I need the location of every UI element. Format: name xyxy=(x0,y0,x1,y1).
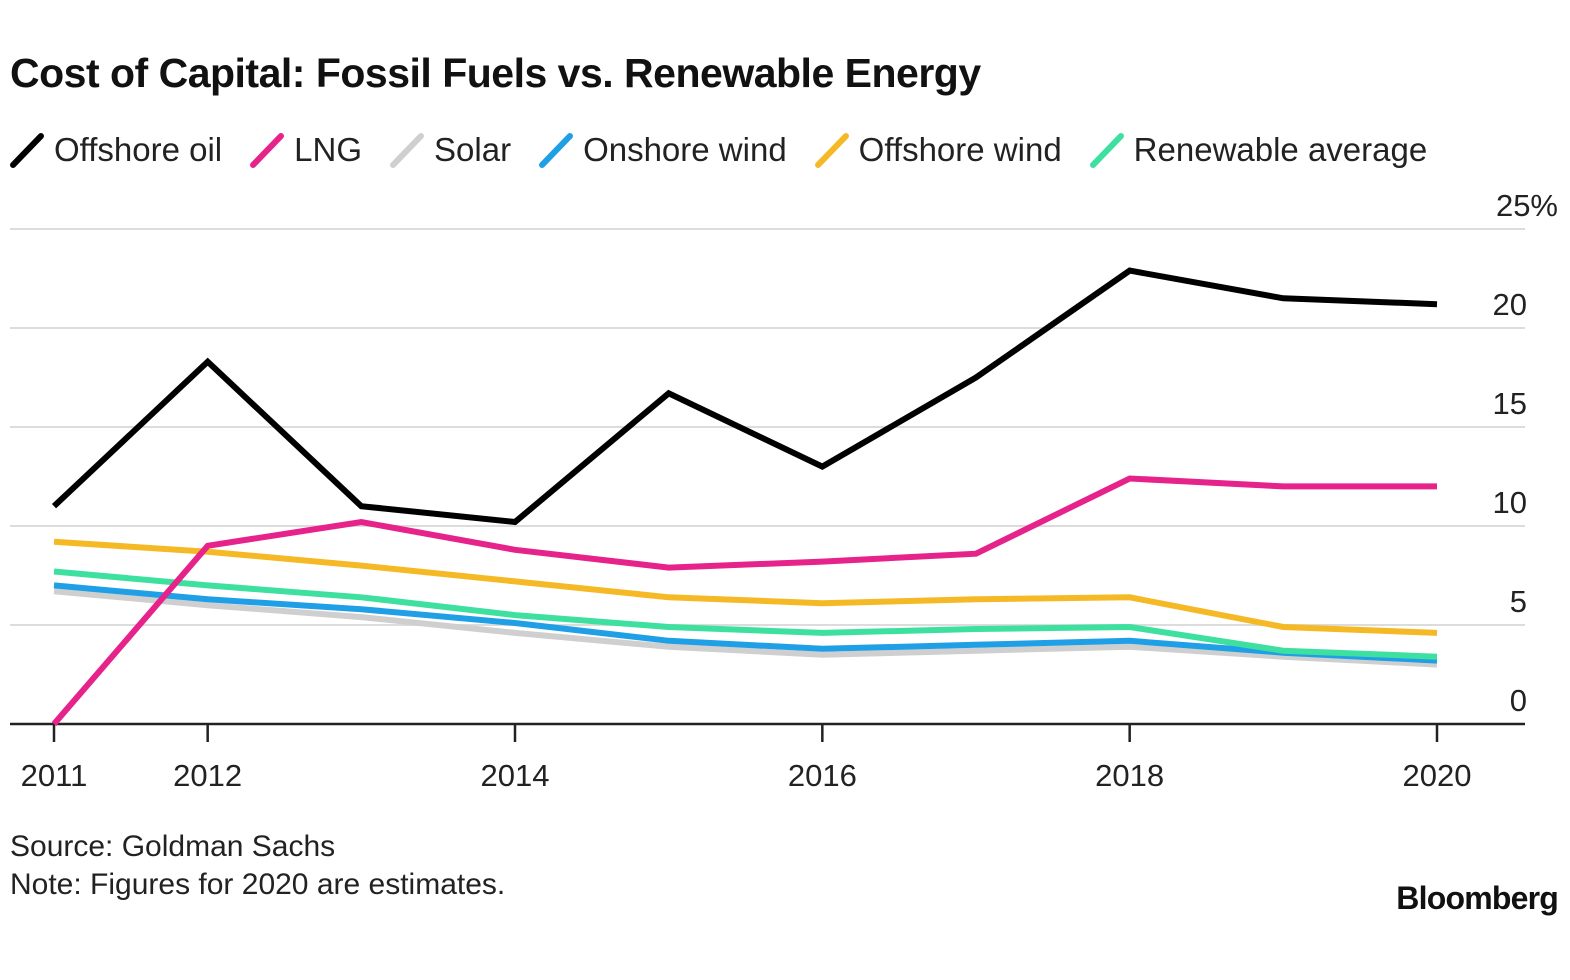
legend-label-renewable-average: Renewable average xyxy=(1133,131,1428,168)
y-tick-label-25: 25% xyxy=(1496,188,1558,223)
y-tick-label-15: 15 xyxy=(1493,386,1527,421)
legend-item-offshore-oil: Offshore oil xyxy=(10,130,222,170)
series-line-onshore-wind xyxy=(53,582,1438,664)
x-tick-label-2012: 2012 xyxy=(173,758,242,793)
line-chart: 0 5 10 15 20 25% 2011 2012 2014 2016 2018 2020 xyxy=(10,188,1558,793)
legend-item-solar: Solar xyxy=(390,130,511,170)
chart-legend: Offshore oil LNG Solar Onshore wind Offshore… xyxy=(10,128,1455,172)
estimate-note: Note: Figures for 2020 are estimates. xyxy=(10,868,506,901)
legend-label-onshore-wind: Onshore wind xyxy=(583,131,787,168)
legend-swatch-offshore-wind xyxy=(814,133,849,168)
legend-label-offshore-wind: Offshore wind xyxy=(858,131,1062,168)
legend-item-offshore-wind: Offshore wind xyxy=(814,130,1062,170)
chart-footer: Source: Goldman Sachs Note: Figures for … xyxy=(10,828,505,904)
y-tick-label-10: 10 xyxy=(1493,485,1527,520)
series-line-solar xyxy=(53,588,1438,668)
y-tick-label-20: 20 xyxy=(1493,287,1527,322)
legend-item-renewable-average: Renewable average xyxy=(1089,130,1428,170)
legend-swatch-renewable-average xyxy=(1089,133,1124,168)
x-tick-label-2020: 2020 xyxy=(1403,758,1472,793)
series-line-lng xyxy=(51,475,1437,726)
y-tick-label-0: 0 xyxy=(1510,683,1527,718)
series-line-renewable-average xyxy=(53,568,1438,660)
x-tick-label-2011: 2011 xyxy=(21,758,88,793)
series-line-offshore-oil xyxy=(51,267,1438,526)
legend-label-offshore-oil: Offshore oil xyxy=(54,131,223,168)
bloomberg-logo: Bloomberg xyxy=(1396,880,1559,916)
x-tick-label-2016: 2016 xyxy=(788,758,857,793)
x-tick-label-2018: 2018 xyxy=(1095,758,1164,793)
legend-label-lng: LNG xyxy=(294,131,363,168)
legend-swatch-lng xyxy=(250,133,285,168)
legend-swatch-onshore-wind xyxy=(539,133,574,168)
legend-item-lng: LNG xyxy=(250,130,362,170)
chart-title: Cost of Capital: Fossil Fuels vs. Renewa… xyxy=(10,50,981,96)
y-tick-label-5: 5 xyxy=(1510,584,1527,619)
series-line-offshore-wind xyxy=(53,538,1438,636)
source-note: Source: Goldman Sachs xyxy=(10,830,336,863)
legend-label-solar: Solar xyxy=(434,131,512,168)
x-tick-label-2014: 2014 xyxy=(481,758,550,793)
legend-item-onshore-wind: Onshore wind xyxy=(539,130,787,170)
legend-swatch-solar xyxy=(390,133,425,168)
legend-swatch-offshore-oil xyxy=(10,133,44,168)
